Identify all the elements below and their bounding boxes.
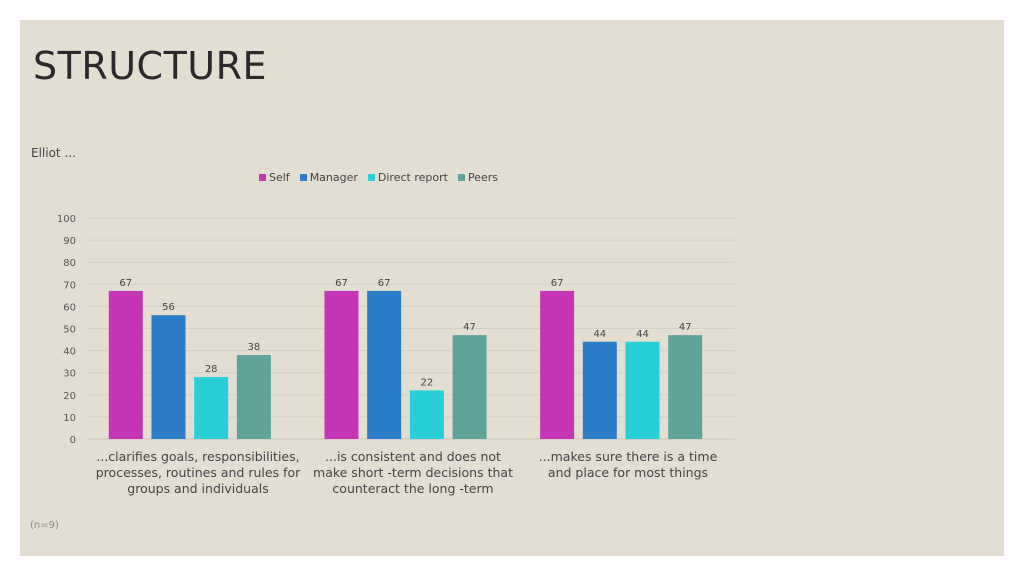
bar-direct-report-2 xyxy=(409,390,444,439)
bar-peers-1 xyxy=(236,355,271,439)
legend-label-self: Self xyxy=(269,171,290,184)
y-tick-label-40: 40 xyxy=(63,347,76,358)
data-label-peers-2: 47 xyxy=(463,322,476,333)
bar-direct-report-1 xyxy=(194,377,229,439)
bar-peers-2 xyxy=(452,335,487,439)
category-label-2-line-3: counteract the long -term xyxy=(332,481,494,496)
legend-item-self: Self xyxy=(259,171,290,184)
category-label-3: ...makes sure there is a time and place … xyxy=(513,449,743,481)
category-label-3-line-2: and place for most things xyxy=(547,465,709,480)
slide-background xyxy=(20,20,1004,556)
y-tick-label-30: 30 xyxy=(63,369,76,380)
category-label-1-line-3: groups and individuals xyxy=(127,481,269,496)
legend-swatch-direct-report xyxy=(367,174,375,181)
data-label-self-2: 67 xyxy=(335,278,348,289)
bar-manager-2 xyxy=(367,290,402,439)
bar-manager-3 xyxy=(582,341,617,439)
y-tick-label-70: 70 xyxy=(63,280,76,291)
y-tick-label-0: 0 xyxy=(70,435,76,446)
data-label-self-3: 67 xyxy=(551,278,564,289)
legend-swatch-peers xyxy=(457,174,465,181)
category-label-2-line-1: ...is consistent and does not xyxy=(325,449,501,464)
category-label-2-line-2: make short -term decisions that xyxy=(313,465,513,480)
category-label-2: ...is consistent and does not make short… xyxy=(298,449,528,497)
data-label-manager-1: 56 xyxy=(162,302,175,313)
data-label-peers-3: 47 xyxy=(679,322,692,333)
chart-title: Elliot ... xyxy=(31,146,76,160)
data-label-direct-report-1: 28 xyxy=(205,364,218,375)
legend-label-manager: Manager xyxy=(309,171,358,184)
data-label-manager-2: 67 xyxy=(378,278,391,289)
bar-self-1 xyxy=(108,290,143,439)
bar-self-2 xyxy=(324,290,359,439)
data-label-self-1: 67 xyxy=(119,278,132,289)
legend-swatch-self xyxy=(259,174,266,181)
sample-size-note: (n=9) xyxy=(30,520,59,531)
data-label-manager-3: 44 xyxy=(593,329,606,340)
bar-peers-3 xyxy=(668,335,703,439)
chart-legend: Self Manager Direct report Peers xyxy=(259,171,498,184)
category-label-3-line-1: ...makes sure there is a time xyxy=(538,449,718,464)
y-tick-label-20: 20 xyxy=(63,391,76,402)
legend-item-direct-report: Direct report xyxy=(367,171,448,184)
legend-swatch-manager xyxy=(299,174,307,181)
y-tick-label-50: 50 xyxy=(63,325,76,336)
y-tick-label-10: 10 xyxy=(63,413,76,424)
slide-title: STRUCTURE xyxy=(33,44,268,88)
category-label-1: ...clarifies goals, responsibilities, pr… xyxy=(83,449,313,497)
data-label-direct-report-3: 44 xyxy=(636,329,649,340)
y-tick-label-80: 80 xyxy=(63,258,76,269)
y-tick-label-100: 100 xyxy=(57,214,76,225)
bar-self-3 xyxy=(540,290,575,439)
legend-item-manager: Manager xyxy=(299,171,358,184)
category-label-1-line-1: ...clarifies goals, responsibilities, xyxy=(96,449,300,464)
data-label-direct-report-2: 22 xyxy=(420,377,433,388)
legend-label-direct-report: Direct report xyxy=(377,171,448,184)
legend-label-peers: Peers xyxy=(467,171,498,184)
data-label-peers-1: 38 xyxy=(248,342,261,353)
y-tick-label-60: 60 xyxy=(63,302,76,313)
bar-direct-report-3 xyxy=(625,341,660,439)
legend-item-peers: Peers xyxy=(457,171,498,184)
y-tick-label-90: 90 xyxy=(63,236,76,247)
category-label-1-line-2: processes, routines and rules for xyxy=(95,465,301,480)
bar-manager-1 xyxy=(151,315,186,439)
